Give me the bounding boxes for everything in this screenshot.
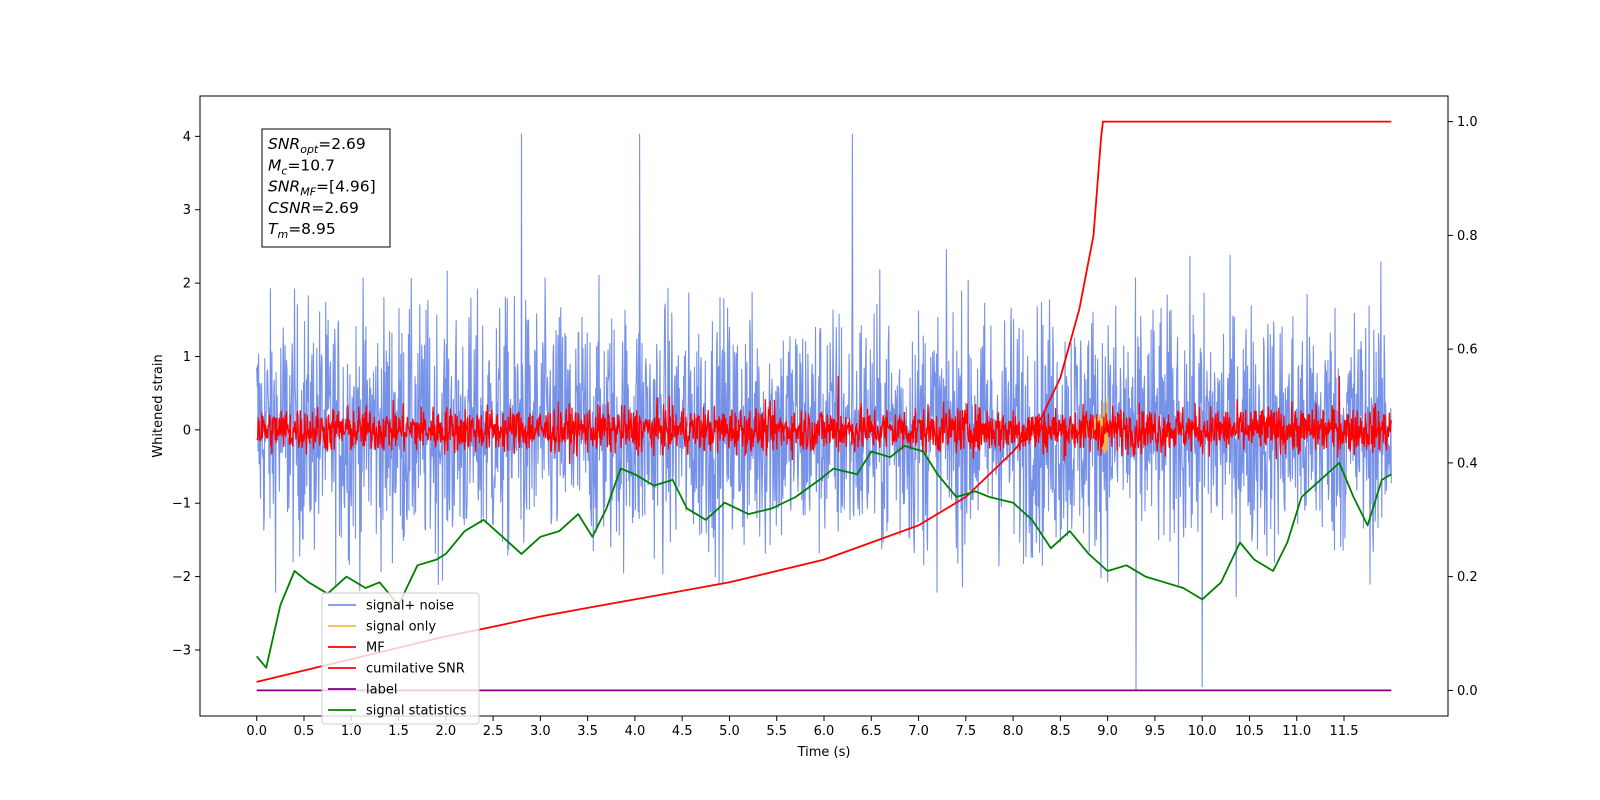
x-tick-label: 6.0	[814, 724, 835, 739]
x-tick-label: 10.0	[1188, 724, 1217, 739]
x-tick-label: 5.0	[719, 724, 740, 739]
y-tick-label: 0	[183, 423, 191, 438]
annotation-line: SNRMF=[4.96]	[268, 178, 376, 199]
legend-label: cumilative SNR	[366, 662, 465, 677]
x-tick-label: 7.5	[955, 724, 976, 739]
y2-tick-label: 0.4	[1457, 456, 1478, 471]
y2-tick-label: 1.0	[1457, 115, 1478, 130]
x-tick-label: 3.0	[530, 724, 551, 739]
x-tick-label: 11.0	[1282, 724, 1311, 739]
x-tick-label: 9.5	[1145, 724, 1166, 739]
y2-tick-label: 0.8	[1457, 229, 1478, 244]
x-tick-label: 2.0	[435, 724, 456, 739]
y-tick-label: −3	[172, 643, 191, 658]
y-tick-label: −2	[172, 570, 191, 585]
legend-label: label	[366, 683, 397, 698]
x-tick-label: 0.5	[294, 724, 315, 739]
x-axis-label: Time (s)	[797, 745, 851, 760]
annotation-line: Mc=10.7	[268, 156, 335, 177]
y2-tick-label: 0.2	[1457, 570, 1478, 585]
y-tick-label: −1	[172, 497, 191, 512]
y-tick-label: 3	[183, 203, 191, 218]
legend-box	[321, 592, 480, 725]
x-tick-label: 11.5	[1330, 724, 1359, 739]
x-tick-label: 2.5	[483, 724, 504, 739]
legend-label: signal statistics	[366, 704, 467, 719]
y2-tick-label: 0.0	[1457, 684, 1478, 699]
series-line-mf	[256, 375, 1392, 465]
x-tick-label: 10.5	[1235, 724, 1264, 739]
x-tick-label: 1.0	[341, 724, 362, 739]
x-tick-label: 6.5	[861, 724, 882, 739]
annotation-box	[261, 128, 391, 248]
annotation-line: CSNR=2.69	[268, 199, 359, 217]
y-tick-label: 1	[183, 350, 191, 365]
x-tick-label: 5.5	[766, 724, 787, 739]
x-tick-label: 0.0	[246, 724, 267, 739]
x-tick-label: 4.0	[625, 724, 646, 739]
x-tick-label: 9.0	[1097, 724, 1118, 739]
y2-tick-label: 0.6	[1457, 343, 1478, 358]
x-tick-label: 4.5	[672, 724, 693, 739]
y-axis-label: Whitened strain	[151, 354, 166, 457]
x-tick-label: 7.0	[908, 724, 929, 739]
x-tick-label: 3.5	[577, 724, 598, 739]
legend-label: signal+ noise	[366, 599, 454, 614]
x-tick-label: 1.5	[388, 724, 409, 739]
y-tick-label: 4	[183, 130, 191, 145]
legend-label: MF	[366, 641, 385, 656]
annotation-line: SNRopt=2.69	[268, 135, 366, 156]
series-line-signal-statistics	[256, 444, 1392, 669]
legend-label: signal only	[366, 620, 436, 635]
x-tick-label: 8.5	[1050, 724, 1071, 739]
x-tick-label: 8.0	[1003, 724, 1024, 739]
y-tick-label: 2	[183, 277, 191, 292]
annotation-line: Tm=8.95	[268, 220, 336, 241]
